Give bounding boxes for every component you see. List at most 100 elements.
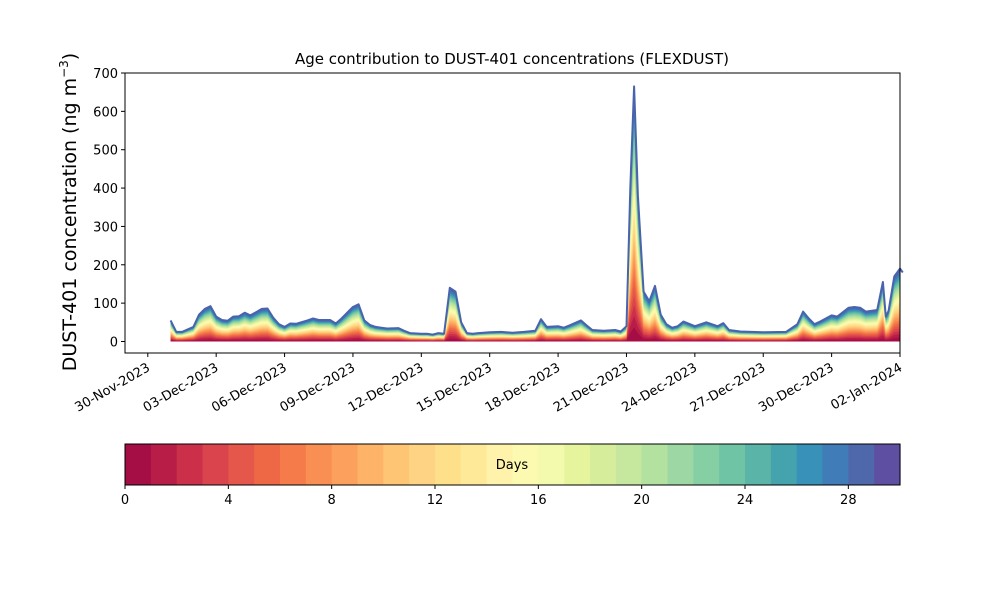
- colorbar-tick-label: 20: [633, 493, 650, 508]
- age-layer: [170, 295, 900, 342]
- x-tick-label: 15-Dec-2023: [414, 360, 494, 415]
- age-layer: [170, 108, 900, 342]
- y-tick-label: 600: [93, 105, 118, 120]
- colorbar-cell: [409, 444, 436, 485]
- colorbar-cell: [745, 444, 772, 485]
- age-layer: [170, 208, 900, 342]
- total-concentration-line: [169, 85, 904, 336]
- y-tick-label: 100: [93, 297, 118, 312]
- x-tick-label: 09-Dec-2023: [278, 360, 358, 415]
- y-tick-label: 200: [93, 259, 118, 274]
- age-layer: [170, 86, 900, 342]
- y-axis-ticks: 0 100 200 300 400 500 600 700: [93, 67, 125, 350]
- age-layer: [170, 276, 900, 342]
- colorbar-cell: [435, 444, 462, 485]
- age-layer: [170, 123, 900, 342]
- colorbar-cell: [150, 444, 178, 485]
- colorbar-cell: [202, 444, 229, 485]
- age-layer: [170, 200, 900, 342]
- x-tick-label: 06-Dec-2023: [209, 360, 289, 415]
- age-layer: [170, 115, 900, 342]
- age-layer: [170, 192, 900, 342]
- colorbar-cell: [486, 444, 514, 485]
- age-layer: [170, 145, 900, 342]
- colorbar-cells: [125, 444, 901, 485]
- age-layer: [170, 160, 900, 342]
- colorbar-cell: [641, 444, 669, 485]
- colorbar-cell: [228, 444, 255, 485]
- colorbar-cell: [590, 444, 617, 485]
- x-tick-label: 18-Dec-2023: [483, 360, 563, 415]
- y-axis-label: DUST-401 concentration (ng m−3): [57, 53, 81, 371]
- colorbar-tick-label: 8: [328, 493, 336, 508]
- colorbar-cell: [615, 444, 643, 485]
- colorbar-cell: [796, 444, 824, 485]
- x-tick-label: 21-Dec-2023: [551, 360, 631, 415]
- colorbar-cell: [693, 444, 720, 485]
- colorbar-cell: [331, 444, 359, 485]
- x-axis-ticks: 30-Nov-202303-Dec-202306-Dec-202309-Dec-…: [73, 353, 905, 416]
- age-layer: [170, 130, 900, 342]
- colorbar-cell: [383, 444, 410, 485]
- x-tick-label: 24-Dec-2023: [620, 360, 700, 415]
- colorbar-ticks: 0 4 8 12 16 20 24 28: [121, 485, 857, 508]
- colorbar-tick-label: 4: [224, 493, 232, 508]
- colorbar-cell: [254, 444, 281, 485]
- y-tick-label: 500: [93, 144, 118, 159]
- colorbar-cell: [770, 444, 798, 485]
- y-tick-label: 400: [93, 182, 118, 197]
- x-tick-label: 03-Dec-2023: [141, 360, 221, 415]
- age-layer: [170, 138, 900, 342]
- age-layer: [170, 216, 900, 342]
- colorbar-label: Days: [496, 458, 529, 473]
- stacked-age-layers: [170, 86, 900, 342]
- colorbar-cell: [305, 444, 333, 485]
- colorbar-cell: [460, 444, 488, 485]
- age-layer: [170, 267, 900, 342]
- colorbar-cell: [357, 444, 384, 485]
- y-tick-label: 300: [93, 220, 118, 235]
- age-layer: [170, 258, 900, 342]
- age-layer: [170, 305, 900, 342]
- colorbar: Days 0 4 8 12 16 20 24 28: [121, 443, 901, 508]
- colorbar-cell: [538, 444, 565, 485]
- plot-frame: [124, 72, 901, 354]
- x-tick-label: 30-Dec-2023: [756, 360, 836, 415]
- y-axis-label-main: DUST-401 concentration (ng m: [59, 78, 81, 371]
- plot-area: 0 100 200 300 400 500 600 700 30-Nov-202303-Dec…: [73, 67, 905, 416]
- x-tick-label: 27-Dec-2023: [688, 360, 768, 415]
- y-tick-label: 700: [93, 67, 118, 82]
- age-layer: [170, 285, 900, 342]
- age-layer: [170, 327, 900, 342]
- colorbar-cell: [719, 444, 746, 485]
- colorbar-frame: [124, 443, 901, 486]
- age-layer: [170, 184, 900, 342]
- colorbar-cell: [564, 444, 591, 485]
- age-layer: [170, 249, 900, 342]
- colorbar-cell: [848, 444, 875, 485]
- age-layer: [170, 153, 900, 342]
- colorbar-tick-label: 16: [530, 493, 547, 508]
- colorbar-tick-label: 0: [121, 493, 129, 508]
- colorbar-cell: [280, 444, 307, 485]
- age-layer: [170, 168, 900, 342]
- x-tick-label: 30-Nov-2023: [73, 360, 153, 415]
- x-tick-label: 02-Jan-2024: [828, 360, 905, 413]
- colorbar-cell: [874, 444, 901, 485]
- colorbar-tick-label: 12: [427, 493, 444, 508]
- y-axis-label-exponent: −3: [57, 60, 71, 78]
- colorbar-cell: [667, 444, 694, 485]
- age-layer: [170, 93, 900, 342]
- y-tick-label: 0: [110, 335, 118, 350]
- colorbar-tick-label: 24: [737, 493, 754, 508]
- colorbar-cell: [125, 444, 152, 485]
- x-tick-label: 12-Dec-2023: [346, 360, 426, 415]
- colorbar-cell: [512, 444, 539, 485]
- age-layer: [170, 316, 900, 342]
- colorbar-cell: [176, 444, 204, 485]
- y-axis-label-close: ): [59, 53, 81, 60]
- chart-title: Age contribution to DUST-401 concentrati…: [295, 50, 729, 68]
- colorbar-tick-label: 28: [840, 493, 857, 508]
- age-layer: [170, 101, 900, 342]
